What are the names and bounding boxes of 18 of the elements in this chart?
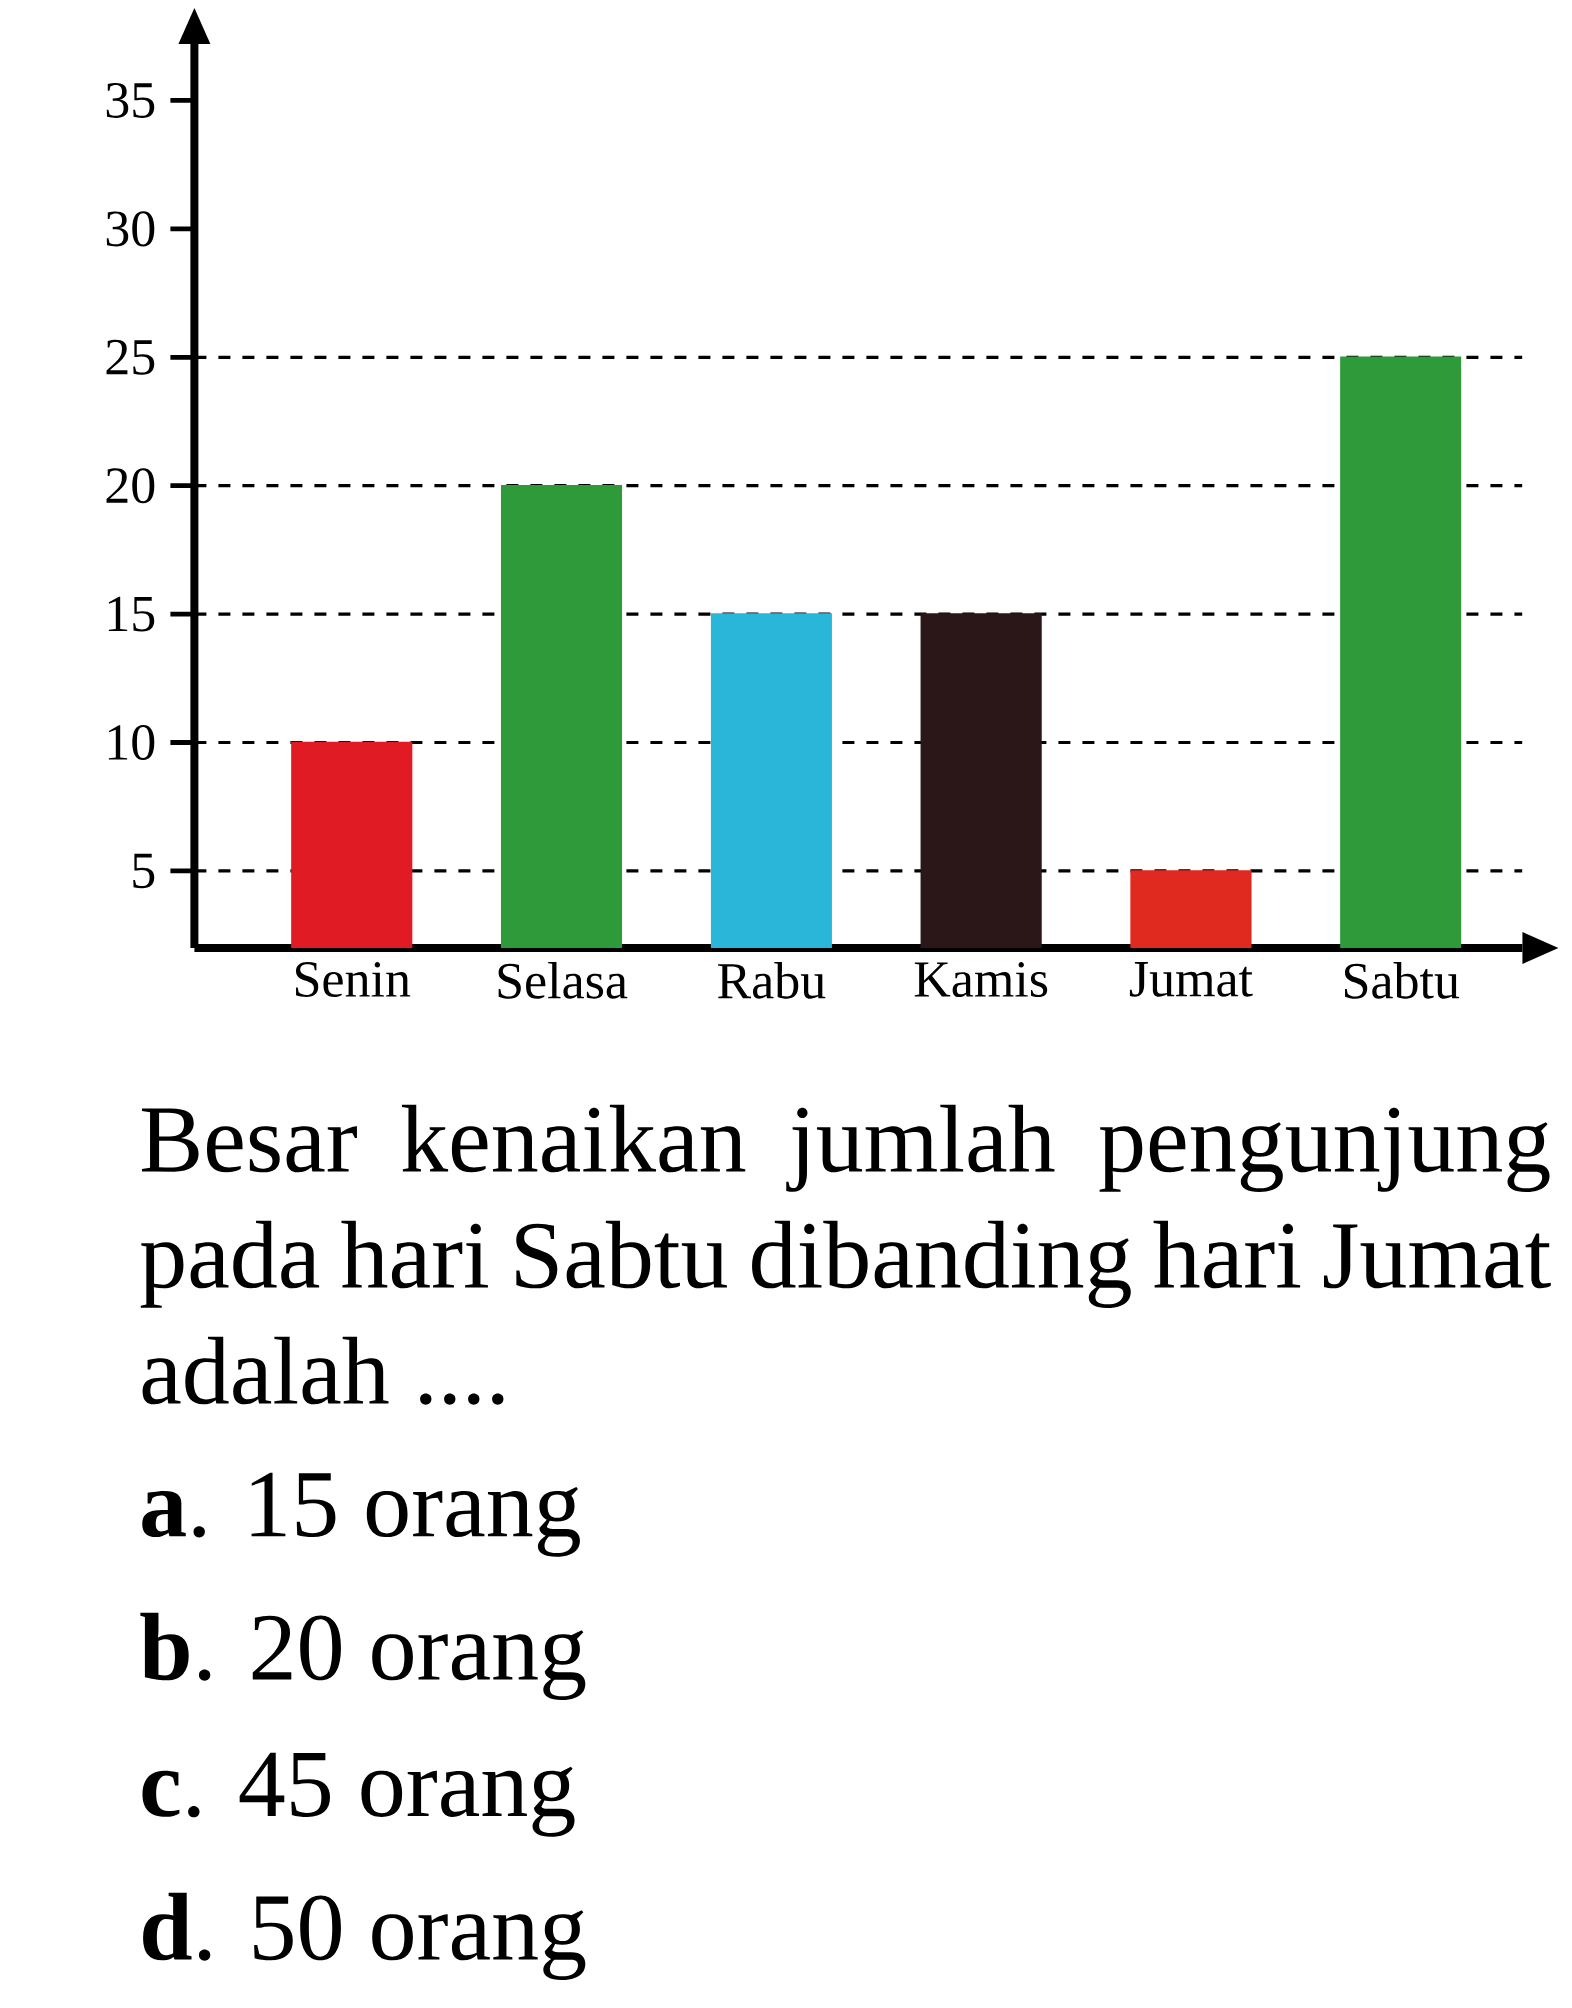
x-tick-label: Jumat xyxy=(1129,962,1253,997)
x-tick-label: Senin xyxy=(295,962,411,998)
y-tick-label: 25 xyxy=(106,339,155,375)
x-tick-label: Kamis xyxy=(914,962,1048,998)
x-tick-label: Selasa xyxy=(498,962,628,999)
text: b. 20 orang xyxy=(140,1612,586,1701)
text: Besar kenaikan jumlah pengunjung pada hari Sabtu dibanding hari Jumat adalah .... xyxy=(140,1104,1551,1405)
text: d. 50 orang xyxy=(143,1892,586,1981)
y-tick-label: 5 xyxy=(133,853,155,889)
y-tick-label: 10 xyxy=(108,724,155,761)
y-tick-label: 35 xyxy=(106,82,155,118)
y-tick-label: 20 xyxy=(106,468,155,504)
x-tick-label: Rabu xyxy=(717,962,826,999)
text: a. 15 orang xyxy=(142,1472,580,1557)
y-tick-label: 15 xyxy=(108,596,155,632)
x-tick-label: Sabtu xyxy=(1344,962,1460,999)
text: c. 45 orang xyxy=(142,1752,575,1837)
y-tick-label: 30 xyxy=(106,211,155,247)
